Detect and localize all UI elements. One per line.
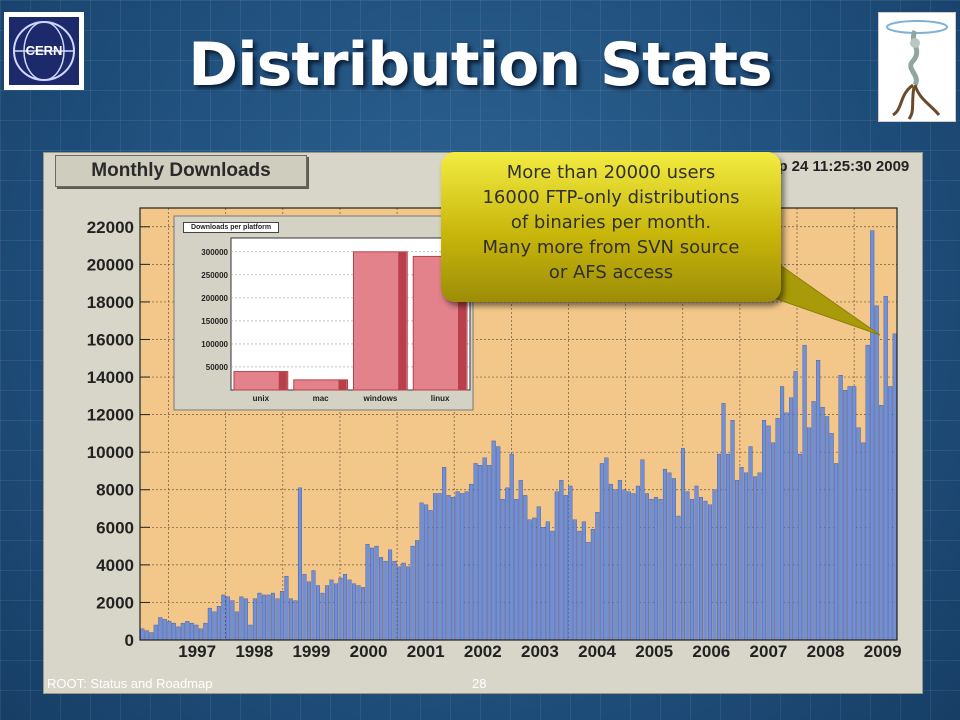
inset-platform-bar	[293, 379, 348, 391]
x-tick-label: 1999	[292, 642, 330, 661]
inset-y-tick-label: 200000	[201, 294, 228, 303]
x-tick-label: 2004	[578, 642, 616, 661]
root-mascot-image	[878, 12, 956, 122]
y-tick-label: 0	[125, 631, 134, 650]
x-tick-label: 2008	[807, 642, 845, 661]
footer-title: ROOT: Status and Roadmap	[47, 676, 213, 691]
x-tick-label: 2009	[864, 642, 902, 661]
inset-y-tick-label: 250000	[201, 271, 228, 280]
x-tick-label: 2006	[692, 642, 730, 661]
root-mascot-drawing	[886, 20, 948, 120]
inset-x-tick-label: mac	[313, 394, 330, 403]
cern-logo-rings: CERN	[13, 21, 75, 81]
x-tick-label: 1998	[235, 642, 273, 661]
y-tick-label: 18000	[87, 293, 134, 312]
x-tick-label: 2003	[521, 642, 559, 661]
callout-line: of binaries per month.	[510, 212, 712, 233]
y-tick-label: 14000	[87, 368, 134, 387]
inset-bar-shade	[338, 379, 347, 390]
y-tick-label: 10000	[87, 443, 134, 462]
cern-logo-emblem: CERN	[9, 17, 79, 85]
x-tick-label: 2005	[635, 642, 673, 661]
y-tick-label: 8000	[96, 481, 134, 500]
y-tick-label: 2000	[96, 593, 134, 612]
svg-text:CERN: CERN	[26, 43, 63, 58]
y-tick-label: 16000	[87, 330, 134, 349]
y-tick-label: 22000	[87, 218, 134, 237]
inset-bar-shade	[458, 256, 466, 390]
inset-y-tick-label: 300000	[201, 248, 228, 257]
inset-y-tick-label: 50000	[206, 363, 229, 372]
callout-box	[441, 152, 781, 302]
inset-bar-shade	[278, 371, 287, 390]
y-tick-label: 4000	[96, 556, 134, 575]
y-tick-label: 12000	[87, 406, 134, 425]
callout-line: More than 20000 users	[506, 162, 716, 183]
x-tick-label: 2000	[350, 642, 388, 661]
callout-line: 16000 FTP-only distributions	[482, 187, 740, 208]
callout-line: or AFS access	[548, 262, 674, 283]
callout-text: More than 20000 users 16000 FTP-only dis…	[441, 160, 781, 285]
chart-title: Monthly Downloads	[91, 160, 271, 181]
inset-y-tick-label: 150000	[201, 317, 228, 326]
inset-platform-bar	[233, 371, 289, 391]
chart-date-stamp: ep 24 11:25:30 2009	[770, 158, 910, 175]
inset-chart-title: Downloads per platform	[183, 222, 279, 233]
x-tick-label: 2002	[464, 642, 502, 661]
callout-line: Many more from SVN source	[482, 237, 740, 258]
y-tick-label: 6000	[96, 518, 134, 537]
inset-bar-shade	[398, 251, 407, 390]
inset-x-tick-label: linux	[431, 394, 450, 403]
x-tick-label: 2001	[407, 642, 445, 661]
cern-logo: CERN	[4, 12, 84, 90]
inset-y-tick-label: 100000	[201, 340, 228, 349]
page-number: 28	[472, 676, 487, 691]
x-tick-label: 2007	[750, 642, 788, 661]
x-tick-label: 1997	[178, 642, 216, 661]
y-tick-label: 20000	[87, 255, 134, 274]
inset-x-tick-label: unix	[253, 394, 270, 403]
inset-x-tick-label: windows	[362, 394, 397, 403]
slide-title: Distribution Stats	[188, 30, 772, 100]
chart-title-box: Monthly Downloads	[55, 155, 307, 187]
